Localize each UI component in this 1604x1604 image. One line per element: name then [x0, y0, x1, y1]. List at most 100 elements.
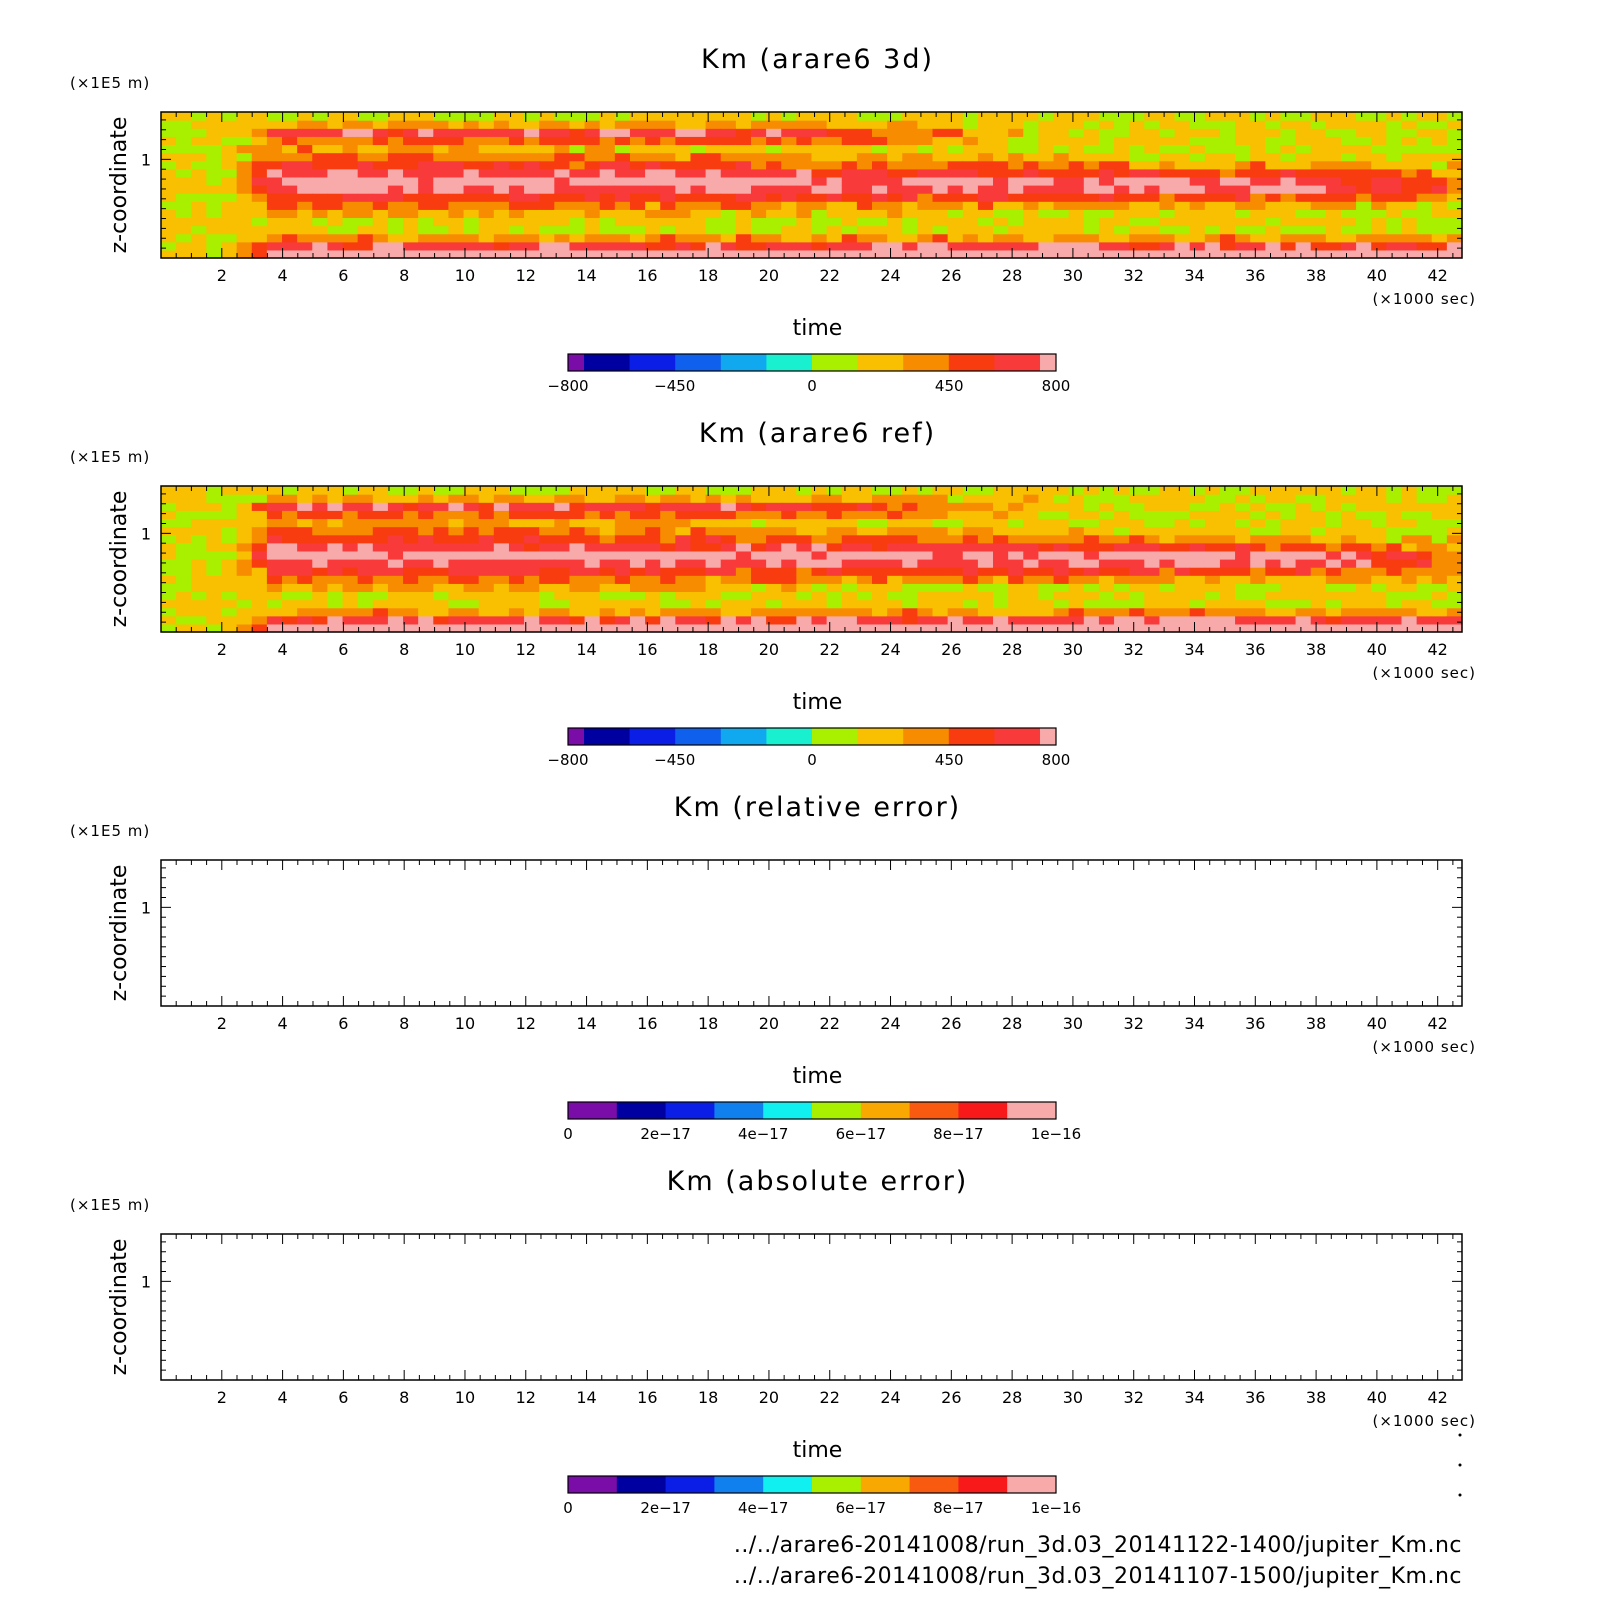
heatmap-cell: [841, 607, 858, 617]
heatmap-cell: [781, 583, 797, 593]
heatmap-cell: [1083, 193, 1100, 202]
heatmap-cell: [599, 542, 616, 552]
heatmap-cell: [1386, 201, 1403, 210]
heatmap-cell: [191, 550, 207, 560]
heatmap-cell: [418, 623, 434, 633]
colorbar-swatch: [860, 1102, 911, 1119]
heatmap-cell: [1159, 120, 1176, 129]
heatmap-cell: [236, 112, 253, 121]
colorbar-swatch: [629, 354, 676, 371]
heatmap-cell: [1083, 136, 1100, 146]
heatmap-cell: [1295, 193, 1312, 202]
heatmap-cell: [206, 120, 223, 129]
heatmap-cell: [1265, 209, 1282, 219]
heatmap-cell: [508, 607, 525, 617]
heatmap-cell: [1265, 591, 1282, 601]
heatmap-cell: [947, 542, 964, 552]
heatmap-cell: [932, 128, 949, 137]
heatmap-cell: [856, 526, 873, 536]
heatmap-cell: [1159, 607, 1176, 617]
heatmap-cell: [811, 591, 828, 601]
heatmap-cell: [584, 217, 601, 227]
heatmap-cell: [297, 550, 313, 560]
heatmap-cell: [1416, 201, 1433, 210]
heatmap-cell: [312, 518, 329, 528]
heatmap-cell: [1129, 249, 1145, 259]
heatmap-cell: [1038, 510, 1055, 520]
heatmap-cell: [1325, 583, 1342, 593]
heatmap-cell: [1371, 176, 1387, 186]
heatmap-cell: [1114, 168, 1130, 178]
heatmap-cell: [524, 575, 540, 584]
heatmap-cell: [1008, 607, 1024, 617]
heatmap-cell: [297, 176, 313, 186]
heatmap-cell: [1098, 201, 1115, 210]
heatmap-cell: [524, 550, 540, 560]
heatmap-cell: [1295, 112, 1312, 121]
heatmap-cell: [357, 567, 374, 576]
heatmap-cell: [569, 152, 586, 162]
heatmap-cell: [599, 575, 616, 584]
heatmap-cell: [372, 233, 389, 243]
heatmap-cell: [266, 542, 283, 552]
heatmap-cell: [1340, 193, 1357, 202]
heatmap-cell: [418, 575, 434, 584]
heatmap-cell: [357, 494, 374, 503]
heatmap-cell: [735, 185, 752, 194]
heatmap-cell: [1204, 591, 1221, 601]
heatmap-cell: [1325, 249, 1342, 259]
heatmap-cell: [372, 502, 389, 511]
heatmap-cell: [282, 152, 298, 162]
heatmap-cell: [720, 144, 737, 154]
heatmap-cell: [977, 599, 994, 609]
heatmap-cell: [947, 591, 964, 601]
heatmap-cell: [1280, 112, 1297, 121]
heatmap-cell: [856, 168, 873, 178]
heatmap-cell: [811, 152, 828, 162]
heatmap-cell: [161, 623, 177, 633]
heatmap-cell: [977, 201, 994, 210]
heatmap-cell: [887, 112, 903, 121]
heatmap-cell: [508, 144, 525, 154]
heatmap-cell: [977, 120, 994, 129]
heatmap-cell: [342, 583, 359, 593]
panel-3: Km (absolute error)(×1E5 m)2 4 6 8 10 12 14 16 1…: [70, 1166, 1475, 1517]
heatmap-cell: [993, 542, 1009, 552]
x-tick-label: 28: [1002, 1388, 1022, 1407]
heatmap-cell: [221, 615, 238, 625]
heatmap-cell: [1083, 144, 1100, 154]
heatmap-cell: [1204, 518, 1221, 528]
heatmap-cell: [932, 193, 949, 202]
y-axis-label: z-coordinate: [107, 1239, 132, 1376]
heatmap-cell: [917, 225, 934, 235]
heatmap-cell: [312, 591, 329, 601]
heatmap-cell: [1098, 241, 1115, 251]
heatmap-cell: [387, 160, 404, 170]
heatmap-cell: [1098, 193, 1115, 202]
heatmap-cell: [735, 168, 752, 178]
colorbar-swatch: [903, 354, 950, 371]
heatmap-cell: [463, 494, 480, 503]
heatmap-cell: [1008, 542, 1024, 552]
heatmap-cell: [433, 534, 450, 544]
heatmap-cell: [705, 217, 722, 227]
heatmap-cell: [508, 526, 525, 536]
heatmap-cell: [1083, 217, 1100, 227]
heatmap-cell: [887, 502, 903, 511]
heatmap-cell: [1371, 217, 1387, 227]
y-axis-label: z-coordinate: [107, 117, 132, 254]
heatmap-cells: [161, 112, 1463, 259]
colorbar: −800 −450 0 450 800: [547, 727, 1070, 769]
heatmap-cell: [176, 217, 192, 227]
heatmap-cell: [932, 185, 949, 194]
heatmap-cell: [811, 599, 828, 609]
x-tick-label: 28: [1002, 640, 1022, 659]
heatmap-cell: [478, 160, 495, 170]
x-tick-label: 16: [637, 1388, 657, 1407]
heatmap-cell: [675, 486, 692, 495]
heatmap-cell: [266, 225, 283, 235]
heatmap-cell: [387, 550, 404, 560]
heatmap-cell: [1068, 526, 1085, 536]
heatmap-cell: [403, 128, 419, 137]
heatmap-cell: [1250, 607, 1266, 617]
